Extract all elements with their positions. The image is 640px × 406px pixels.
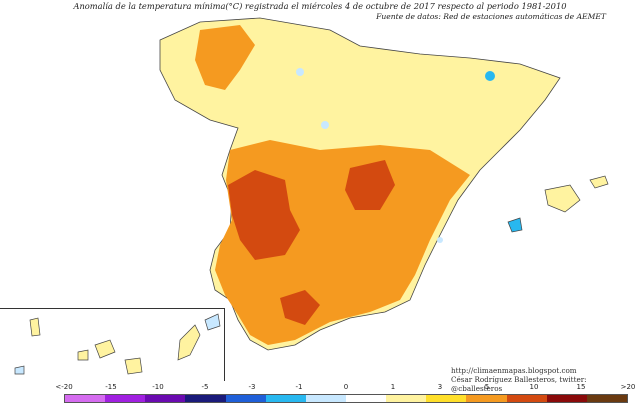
legend-swatch xyxy=(265,395,306,402)
legend-swatch xyxy=(65,395,106,402)
legend-tick-label: -1 xyxy=(295,383,303,391)
legend-swatch xyxy=(506,395,547,402)
legend-swatch xyxy=(466,395,507,402)
legend-tick-label: 5 xyxy=(484,383,490,391)
map-title: Anomalía de la temperatura mínima(°C) re… xyxy=(73,1,567,11)
legend-tick-label: 1 xyxy=(390,383,396,391)
color-legend-bar xyxy=(64,394,628,403)
legend-swatch xyxy=(305,395,346,402)
data-source: Fuente de datos: Red de estaciones autom… xyxy=(376,12,606,21)
canaries-tenerife xyxy=(94,339,116,359)
cold-spot xyxy=(321,121,329,129)
balearics-ibiza xyxy=(507,217,523,233)
legend-tick-label: -3 xyxy=(248,383,256,391)
legend-tick-label: <-20 xyxy=(55,383,73,391)
legend-tick-label: 0 xyxy=(343,383,349,391)
legend-swatch xyxy=(546,395,587,402)
canaries-gran-canaria xyxy=(124,357,143,375)
cold-spot xyxy=(437,237,443,243)
legend-tick-label: -5 xyxy=(201,383,209,391)
anomaly-zone-orange-nw xyxy=(195,25,255,90)
legend-tick-label: -10 xyxy=(152,383,164,391)
cold-spot xyxy=(485,71,495,81)
legend-tick-label: 3 xyxy=(437,383,443,391)
legend-tick-label: >20 xyxy=(620,383,636,391)
legend-swatch xyxy=(345,395,387,402)
legend-tick-label: 15 xyxy=(576,383,586,391)
canaries-fuerteventura xyxy=(177,324,201,361)
canaries-lanzarote xyxy=(204,313,221,331)
legend-swatch xyxy=(386,395,427,402)
canaries-la-palma xyxy=(29,317,41,337)
anomaly-zone-red-south xyxy=(280,290,320,325)
legend-swatch xyxy=(586,395,627,402)
credit-author: César Rodríguez Ballesteros, twitter: @c… xyxy=(451,375,587,393)
cold-spot xyxy=(296,68,304,76)
legend-swatch xyxy=(185,395,226,402)
anomaly-zone-red-centre xyxy=(345,160,395,210)
legend-swatch xyxy=(225,395,266,402)
balearics-mallorca xyxy=(544,184,581,213)
balearics-menorca xyxy=(589,175,609,189)
canaries-el-hierro xyxy=(14,365,25,375)
canaries-la-gomera xyxy=(77,349,89,361)
legend-tick-label: -15 xyxy=(105,383,117,391)
legend-swatch xyxy=(105,395,146,402)
legend-swatch xyxy=(145,395,186,402)
legend-tick-label: 10 xyxy=(529,383,539,391)
credit-url[interactable]: http://climaenmapas.blogspot.com xyxy=(451,366,577,375)
anomaly-zone-red-west xyxy=(228,170,300,260)
legend-swatch xyxy=(426,395,467,402)
canary-inset-frame xyxy=(0,308,225,381)
